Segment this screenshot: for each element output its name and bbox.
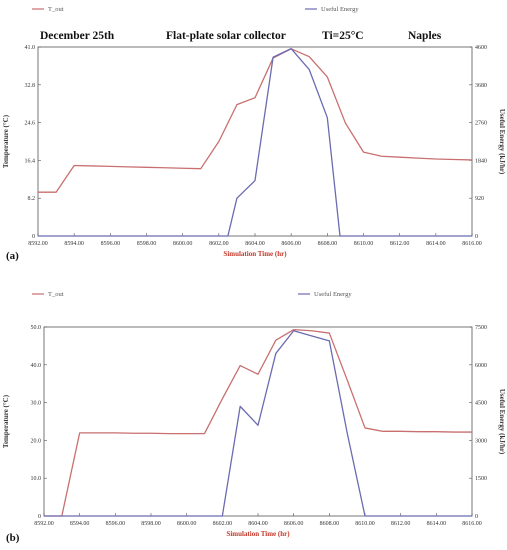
x-tick-label: 8614.00	[427, 521, 447, 527]
y-right-tick-label: 2760	[475, 121, 487, 127]
x-tick-label: 8600.00	[177, 521, 197, 527]
x-tick-label: 8608.00	[320, 521, 340, 527]
y-right-tick-label: 3680	[475, 83, 487, 89]
series-line-useful-energy	[44, 330, 472, 517]
x-tick-label: 8598.00	[137, 241, 157, 247]
x-tick-label: 8592.00	[34, 521, 54, 527]
x-tick-label: 8604.00	[248, 521, 268, 527]
series-line-useful-energy	[38, 47, 472, 237]
legend-label-1: Useful Energy	[314, 291, 352, 298]
y-right-tick-label: 0	[475, 514, 478, 520]
y-left-tick-label: 10.0	[31, 476, 42, 482]
series-line-t-out	[44, 328, 472, 517]
x-tick-label: 8598.00	[141, 521, 161, 527]
header-title: Flat-plate solar collector	[166, 30, 286, 42]
y-left-tick-label: 0	[32, 234, 35, 240]
x-tick-label: 8616.00	[462, 521, 482, 527]
x-tick-label: 8596.00	[106, 521, 126, 527]
y-right-tick-label: 3000	[475, 438, 487, 444]
x-tick-label: 8610.00	[354, 241, 374, 247]
x-tick-label: 8602.00	[213, 521, 233, 527]
legend-label-0: T_out	[48, 6, 64, 13]
panel-label: (b)	[6, 532, 20, 544]
chart-panel-1: T_out Useful Energy 8592.00 8594.00 8596.00 8…	[2, 291, 506, 544]
y-left-tick-label: 20.0	[31, 438, 42, 444]
panel-label: (a)	[6, 250, 19, 262]
y-right-tick-label: 7500	[475, 325, 487, 331]
y-left-tick-label: 24.6	[25, 121, 36, 127]
x-tick-label: 8602.00	[209, 241, 229, 247]
x-tick-label: 8612.00	[390, 241, 410, 247]
x-axis-label: Simulation Time (hr)	[226, 530, 290, 538]
legend-label-0: T_out	[48, 291, 64, 298]
x-tick-label: 8610.00	[355, 521, 375, 527]
chart-panel-0: T_out Useful Energy December 25th Flat-plat…	[2, 6, 506, 262]
x-tick-label: 8612.00	[391, 521, 411, 527]
y-left-tick-label: 50.0	[31, 325, 42, 331]
y-left-tick-label: 0	[38, 514, 41, 520]
header-date: December 25th	[40, 30, 115, 42]
x-tick-label: 8596.00	[101, 241, 121, 247]
x-tick-label: 8594.00	[70, 521, 90, 527]
x-tick-label: 8608.00	[318, 241, 338, 247]
y-axis-left-label: Temperature (°C)	[2, 394, 10, 448]
y-axis-right-label: Useful Energy (kJ/hr)	[498, 389, 506, 455]
y-left-tick-label: 16.4	[25, 158, 36, 164]
x-tick-label: 8592.00	[28, 241, 48, 247]
y-left-tick-label: 41.0	[25, 45, 36, 51]
x-tick-label: 8616.00	[462, 241, 482, 247]
series-line-t-out	[38, 48, 473, 193]
y-left-tick-label: 40.0	[31, 363, 42, 369]
x-tick-label: 8606.00	[284, 521, 304, 527]
y-right-tick-label: 6000	[475, 363, 487, 369]
y-axis-right-label: Useful Energy (kJ/hr)	[498, 109, 506, 175]
x-tick-label: 8606.00	[281, 241, 301, 247]
header-ti: Ti=25°C	[322, 30, 364, 42]
y-left-tick-label: 32.8	[25, 83, 36, 89]
y-right-tick-label: 0	[475, 234, 478, 240]
x-axis-label: Simulation Time (hr)	[223, 250, 287, 258]
y-left-tick-label: 30.0	[31, 401, 42, 407]
y-right-tick-label: 4600	[475, 45, 487, 51]
y-right-tick-label: 920	[475, 196, 484, 202]
y-right-tick-label: 4500	[475, 401, 487, 407]
x-tick-label: 8604.00	[245, 241, 265, 247]
x-tick-label: 8600.00	[173, 241, 193, 247]
y-axis-left-label: Temperature (°C)	[2, 114, 10, 168]
legend-label-1: Useful Energy	[321, 6, 359, 13]
y-right-tick-label: 1840	[475, 158, 487, 164]
y-left-tick-label: 8.2	[28, 196, 36, 202]
header-location: Naples	[408, 30, 442, 42]
y-right-tick-label: 1500	[475, 476, 487, 482]
x-tick-label: 8614.00	[426, 241, 446, 247]
x-tick-label: 8594.00	[64, 241, 84, 247]
